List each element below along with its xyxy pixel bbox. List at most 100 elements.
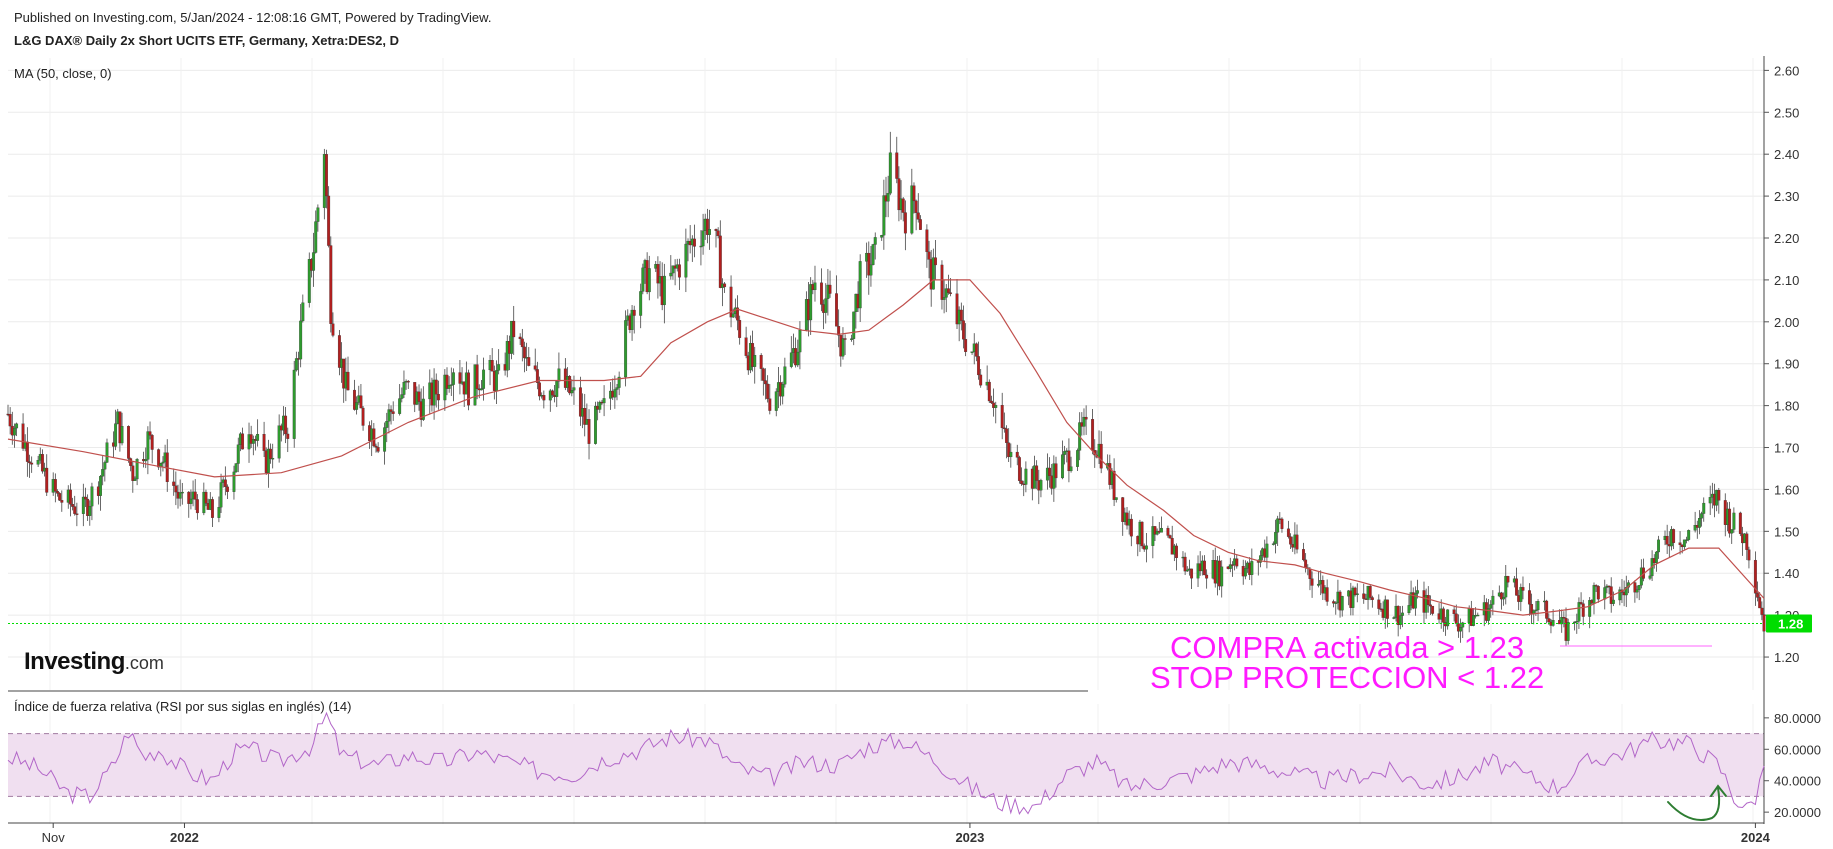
candle bbox=[1377, 594, 1381, 615]
candle bbox=[372, 423, 376, 448]
candle bbox=[518, 333, 522, 346]
candle-body bbox=[236, 444, 240, 464]
candle-body bbox=[1687, 530, 1691, 540]
candle bbox=[178, 479, 182, 507]
price-tick-label: 1.60 bbox=[1774, 482, 1799, 497]
candle bbox=[71, 497, 75, 511]
candle-body bbox=[1153, 526, 1157, 535]
candle-body bbox=[1069, 466, 1073, 472]
candle-body bbox=[1700, 513, 1704, 519]
candle bbox=[1082, 408, 1086, 436]
candle bbox=[219, 473, 223, 514]
candle-body bbox=[1276, 518, 1280, 533]
candle bbox=[987, 379, 991, 404]
candle-body bbox=[718, 235, 722, 288]
candle-body bbox=[452, 372, 455, 385]
candle-body bbox=[325, 154, 328, 197]
candle-body bbox=[705, 218, 709, 235]
candle-body bbox=[312, 252, 316, 271]
candle bbox=[1431, 605, 1435, 616]
candle-body bbox=[1084, 416, 1088, 420]
candle bbox=[850, 334, 854, 342]
candle bbox=[329, 236, 333, 333]
candle-body bbox=[1048, 467, 1051, 476]
candle bbox=[624, 310, 628, 387]
candle bbox=[148, 421, 152, 440]
logo-brand: Investing bbox=[24, 648, 125, 675]
candle-body bbox=[40, 454, 44, 472]
candle-body bbox=[1015, 451, 1019, 458]
candle bbox=[1185, 566, 1189, 572]
candle-body bbox=[835, 293, 838, 327]
candle bbox=[353, 379, 356, 411]
candle bbox=[226, 484, 229, 500]
candle-body bbox=[955, 293, 959, 325]
candle-body bbox=[781, 384, 785, 397]
candle-body bbox=[449, 384, 453, 386]
candle bbox=[133, 476, 137, 481]
candle-body bbox=[75, 513, 79, 515]
candle-body bbox=[482, 369, 486, 389]
candle bbox=[1504, 565, 1508, 605]
candle-body bbox=[1472, 615, 1475, 626]
candle bbox=[774, 388, 778, 417]
candle bbox=[1618, 586, 1622, 606]
candle bbox=[217, 496, 221, 523]
candle-body bbox=[193, 491, 197, 500]
candle-body bbox=[204, 491, 208, 504]
candle-body bbox=[374, 445, 378, 448]
candle bbox=[949, 278, 953, 297]
candle-body bbox=[161, 461, 165, 464]
candle-body bbox=[970, 351, 974, 353]
candle-body bbox=[837, 326, 841, 336]
candle-body bbox=[796, 351, 800, 366]
candle bbox=[150, 434, 154, 464]
candle bbox=[914, 199, 918, 231]
candle-body bbox=[400, 394, 404, 399]
candle bbox=[1708, 485, 1712, 515]
candle-body bbox=[669, 272, 673, 277]
candle-body bbox=[550, 390, 554, 396]
candle bbox=[195, 494, 199, 520]
stop-annotation: STOP PROTECCION < 1.22 bbox=[1150, 660, 1545, 695]
candle-body bbox=[1061, 454, 1064, 479]
candle-body bbox=[934, 257, 937, 266]
candle-body bbox=[613, 389, 617, 398]
candle-body bbox=[578, 387, 582, 417]
candle bbox=[1579, 592, 1583, 605]
candle-body bbox=[1624, 587, 1628, 596]
candle-body bbox=[84, 496, 87, 500]
candle-body bbox=[912, 185, 916, 202]
candle-body bbox=[959, 309, 963, 321]
candle bbox=[974, 342, 978, 362]
candle bbox=[447, 376, 451, 393]
candle bbox=[1635, 585, 1639, 599]
candle-body bbox=[13, 427, 16, 436]
candle bbox=[867, 241, 871, 295]
candle-body bbox=[73, 506, 77, 514]
candle bbox=[1596, 585, 1600, 603]
candle bbox=[1061, 440, 1064, 480]
candle bbox=[1489, 600, 1493, 618]
candle-body bbox=[944, 288, 948, 298]
candle-body bbox=[768, 398, 772, 411]
candle-body bbox=[178, 492, 182, 499]
candle-body bbox=[1747, 549, 1751, 561]
candle bbox=[383, 422, 387, 465]
price-tick-label: 2.60 bbox=[1774, 63, 1799, 78]
candle-body bbox=[226, 486, 229, 492]
candle-body bbox=[45, 467, 49, 493]
candle-body bbox=[518, 336, 522, 340]
candle-body bbox=[1398, 615, 1402, 626]
candle bbox=[1717, 487, 1721, 514]
candle bbox=[277, 414, 281, 463]
candle bbox=[708, 209, 711, 250]
candle-body bbox=[1175, 545, 1178, 559]
logo-suffix: .com bbox=[124, 653, 164, 673]
candle-body bbox=[1401, 612, 1404, 616]
candle-body bbox=[1340, 596, 1344, 611]
candle bbox=[766, 375, 770, 403]
candle-body bbox=[376, 447, 380, 452]
candle bbox=[1452, 605, 1456, 622]
candle bbox=[1487, 598, 1490, 625]
